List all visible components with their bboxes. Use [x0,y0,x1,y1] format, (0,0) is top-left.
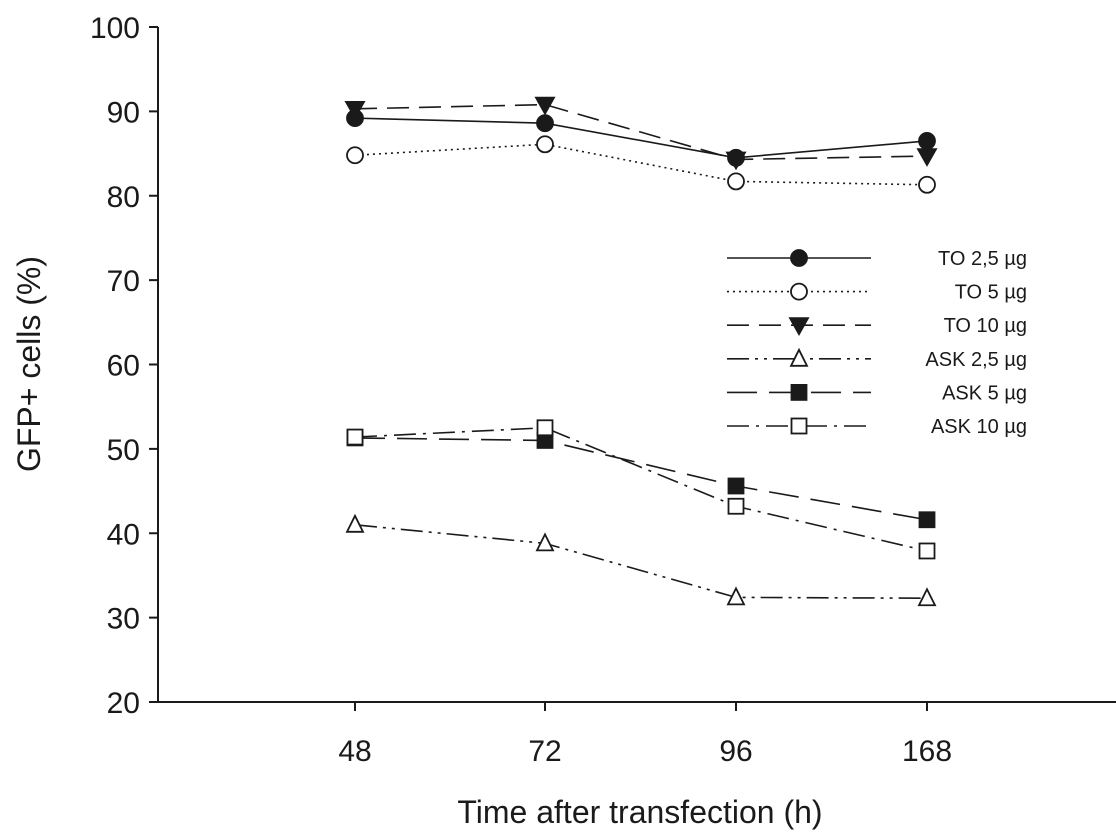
data-point [346,428,364,446]
y-tick-label: 60 [107,350,140,383]
series-2 [344,96,938,171]
x-tick-label: 168 [902,735,952,768]
y-axis-title: GFP+ cells (%) [11,256,47,472]
x-tick-label: 72 [528,735,561,768]
series-5 [346,419,936,560]
legend-marker [790,249,808,267]
data-point [916,148,938,167]
legend-label: TO 10 µg [944,315,1027,337]
legend-label: ASK 2,5 µg [925,349,1027,371]
y-tick-label: 50 [107,434,140,467]
data-point [536,135,554,154]
legend: TO 2,5 µg TO 5 µg TO 10 µg ASK 2,5 µg ASK 5 … [727,248,1027,438]
legend-marker [788,317,810,337]
legend-label: ASK 10 µg [931,416,1027,438]
series-line [354,524,928,600]
data-point [727,172,745,191]
x-tick-label: 96 [719,735,752,768]
legend-marker [790,417,808,435]
legend-marker [790,383,808,401]
series-1 [346,135,936,194]
series-4 [346,429,936,529]
y-tick-label: 70 [107,265,140,298]
y-ticks: 20 30 40 50 60 70 80 90 100 [90,12,158,720]
data-point [725,151,747,171]
data-point [918,542,936,560]
data-point [727,497,745,515]
data-point [917,587,937,607]
y-tick-label: 100 [90,12,140,45]
x-tick-label: 48 [338,735,371,768]
data-point [346,146,364,165]
series-line [354,103,928,161]
legend-marker [790,282,808,301]
data-point [918,132,936,150]
x-ticks: 48 72 96 168 [338,702,952,768]
series-line [354,117,928,159]
y-tick-label: 90 [107,96,140,129]
data-point [536,114,554,133]
data-point [726,586,746,606]
data-point [727,477,745,495]
data-point [535,532,555,552]
y-tick-label: 80 [107,181,140,214]
series-line [354,143,928,186]
data-point [344,100,366,120]
data-point [345,513,365,533]
series-3 [345,513,937,607]
legend-label: TO 2,5 µg [938,248,1027,270]
y-tick-label: 30 [107,603,140,636]
data-point [536,419,554,437]
legend-label: ASK 5 µg [942,382,1027,404]
series-layer [344,96,938,607]
legend-label: TO 5 µg [955,282,1027,304]
data-point [918,175,936,194]
legend-marker [789,347,809,367]
x-axis-title: Time after transfection (h) [457,794,822,830]
data-point [918,511,936,529]
series-line [354,437,928,521]
y-tick-label: 40 [107,518,140,551]
data-point [534,96,556,116]
series-line [354,426,928,552]
y-tick-label: 20 [107,687,140,720]
